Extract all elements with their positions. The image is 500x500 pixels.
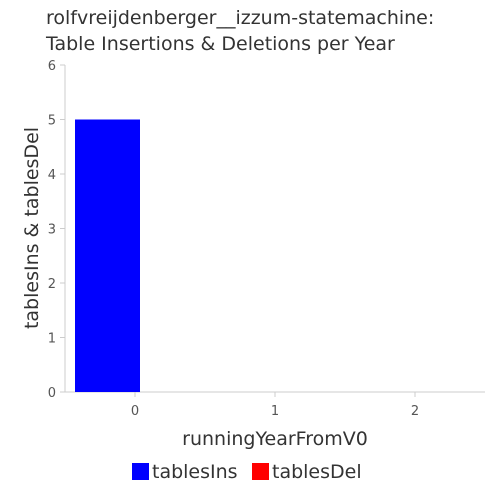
x-tick-label: 1 [271, 404, 279, 419]
y-ticks: 0 1 2 3 4 5 6 [48, 59, 65, 401]
legend-swatch-tablesIns [132, 463, 149, 480]
x-ticks: 0 1 2 [131, 392, 419, 419]
legend-label-tablesIns: tablesIns [152, 461, 238, 483]
y-axis: 0 1 2 3 4 5 6 [48, 59, 66, 401]
y-tick-label: 3 [48, 223, 56, 238]
legend-swatch-tablesDel [252, 463, 269, 480]
x-tick-label: 0 [131, 404, 139, 419]
bar-tablesIns-0[interactable] [75, 119, 140, 393]
chart-title-line-2: Table Insertions & Deletions per Year [45, 33, 395, 55]
y-tick-label: 2 [48, 277, 56, 292]
x-axis-title: runningYearFromV0 [182, 428, 368, 450]
y-tick-label: 0 [48, 386, 56, 401]
chart-title-line-1: rolfvreijdenberger__izzum-statemachine: [46, 7, 434, 29]
y-tick-label: 4 [48, 168, 56, 183]
x-axis: 0 1 2 [65, 391, 485, 419]
y-axis-title: tablesIns & tablesDel [21, 127, 43, 329]
legend: tablesIns tablesDel [132, 461, 362, 483]
bars [75, 119, 140, 393]
y-tick-label: 5 [48, 114, 56, 129]
y-tick-label: 6 [48, 59, 56, 74]
legend-label-tablesDel: tablesDel [272, 461, 362, 483]
y-tick-label: 1 [48, 332, 56, 347]
x-tick-label: 2 [411, 404, 419, 419]
